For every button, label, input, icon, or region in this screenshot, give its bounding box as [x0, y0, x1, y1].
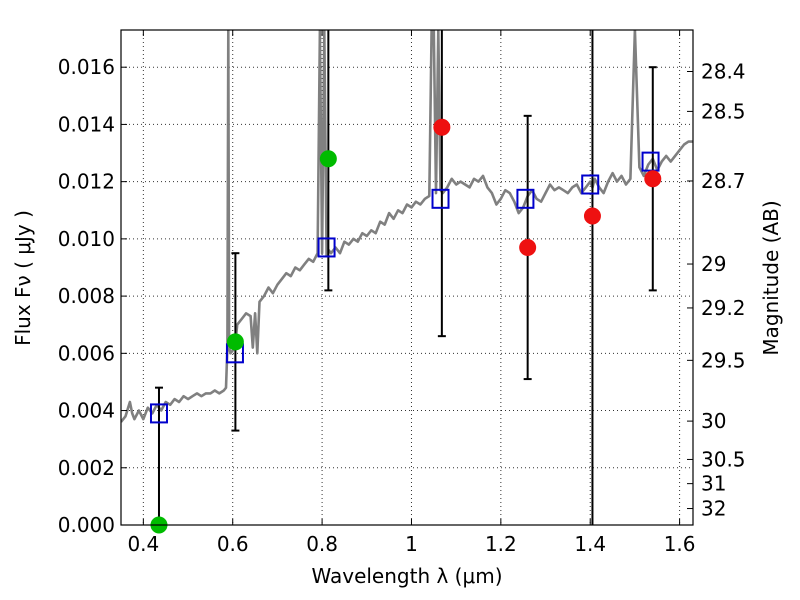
right-axis-title: Magnitude (AB)	[759, 200, 783, 355]
grid	[121, 30, 693, 526]
x-tick-label: 0.8	[306, 532, 338, 556]
y-tick-label: 0.004	[58, 399, 115, 423]
observed-flux-point	[583, 207, 601, 225]
model-flux-box	[516, 188, 535, 209]
observed-flux-point	[519, 238, 537, 256]
y-tick-label: 0.006	[58, 341, 115, 365]
right-tick-label: 29.5	[701, 348, 746, 372]
right-tick-label: 30.5	[701, 447, 746, 471]
x-tick-label: 1	[405, 532, 418, 556]
x-tick-label: 0.4	[127, 532, 159, 556]
y-tick-label: 0.016	[58, 55, 115, 79]
y-tick-label: 0.012	[58, 170, 115, 194]
error-bars	[154, 30, 657, 525]
right-tick-label: 29	[701, 252, 726, 276]
observed-flux-point	[433, 118, 451, 136]
x-axis-ticks: 0.4 0.6 0.8 1 1.2 1.4 1.6	[127, 30, 696, 556]
x-axis-title: Wavelength λ (μm)	[311, 564, 502, 588]
y-tick-label: 0.014	[58, 112, 115, 136]
y-tick-label: 0.010	[58, 227, 115, 251]
model-flux-box	[581, 174, 600, 195]
x-tick-label: 0.6	[217, 532, 249, 556]
y-tick-label: 0.000	[58, 513, 115, 537]
right-tick-label: 31	[701, 472, 726, 496]
y-axis-ticks: 0.000 0.002 0.004 0.006 0.008 0.010 0.012 0.014…	[58, 55, 127, 537]
photometry-markers	[149, 118, 662, 534]
observed-flux-point	[644, 170, 662, 188]
right-tick-label: 29.2	[701, 296, 746, 320]
x-tick-label: 1.4	[574, 532, 606, 556]
y-tick-label: 0.002	[58, 456, 115, 480]
plot-frame	[120, 29, 694, 526]
right-tick-label: 28.5	[701, 99, 746, 123]
model-spectrum-line	[121, 30, 693, 423]
observed-flux-point	[319, 150, 337, 168]
x-tick-label: 1.6	[664, 532, 696, 556]
right-tick-label: 30	[701, 409, 726, 433]
model-flux-box	[149, 403, 168, 424]
model-flux-box	[431, 188, 450, 209]
right-tick-label: 32	[701, 497, 726, 521]
y-axis-title: Flux Fν ( μJy )	[11, 210, 35, 346]
x-tick-label: 1.2	[485, 532, 517, 556]
y-tick-label: 0.008	[58, 284, 115, 308]
right-tick-label: 28.7	[701, 169, 746, 193]
observed-flux-point	[226, 333, 244, 351]
model-flux-box	[317, 237, 336, 258]
right-tick-label: 28.4	[701, 59, 746, 83]
